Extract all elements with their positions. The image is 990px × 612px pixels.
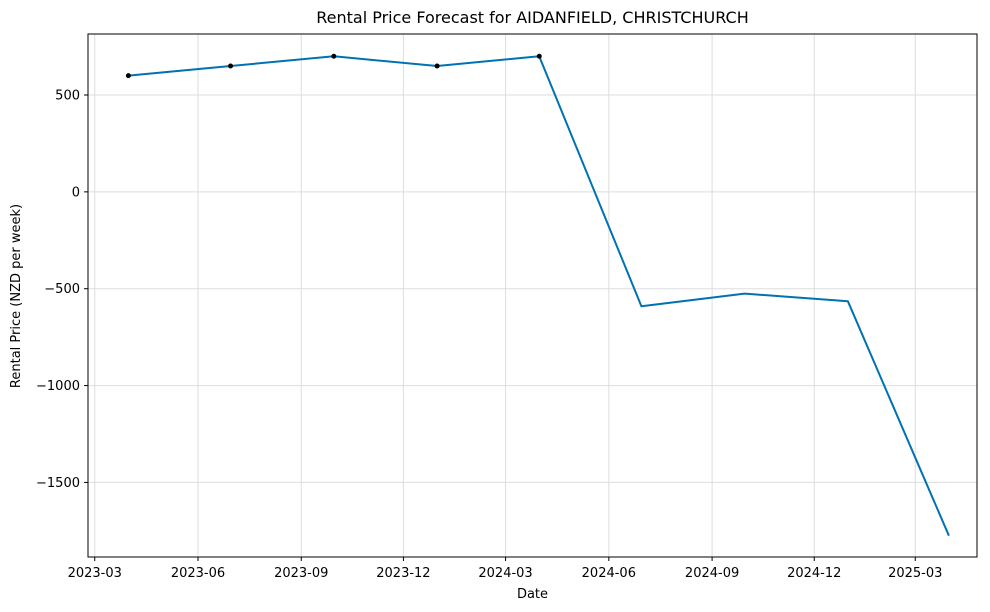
grid	[88, 34, 977, 557]
y-tick-label: 500	[55, 89, 80, 104]
x-tick-label: 2024-12	[787, 566, 841, 581]
x-tick-label: 2024-06	[582, 566, 636, 581]
x-tick-label: 2023-06	[171, 566, 225, 581]
y-axis-label: Rental Price (NZD per week)	[9, 204, 24, 388]
x-tick-label: 2025-03	[888, 566, 942, 581]
y-tick-label: −500	[44, 282, 80, 297]
chart-title: Rental Price Forecast for AIDANFIELD, CH…	[316, 8, 749, 27]
observed-point	[125, 73, 131, 79]
plot-frame	[87, 33, 978, 558]
y-tick-label: −1000	[36, 379, 80, 394]
x-tick-label: 2023-09	[274, 566, 328, 581]
observed-point	[331, 53, 337, 59]
y-tick-label: 0	[72, 185, 80, 200]
x-tick-label: 2023-12	[376, 566, 430, 581]
x-tick-label: 2023-03	[68, 566, 122, 581]
y-axis-ticks: 500 0 −500 −1000 −1500	[36, 89, 88, 491]
observed-point	[536, 53, 542, 59]
y-tick-label: −1500	[36, 476, 80, 491]
x-tick-label: 2024-09	[685, 566, 739, 581]
x-tick-label: 2024-03	[478, 566, 532, 581]
observed-point	[434, 63, 440, 69]
x-axis-label: Date	[517, 587, 548, 602]
observed-point	[228, 63, 234, 69]
x-axis-ticks: 2023-03 2023-06 2023-09 2023-12 2024-03 2024-…	[68, 557, 942, 581]
observed-points	[125, 53, 542, 79]
